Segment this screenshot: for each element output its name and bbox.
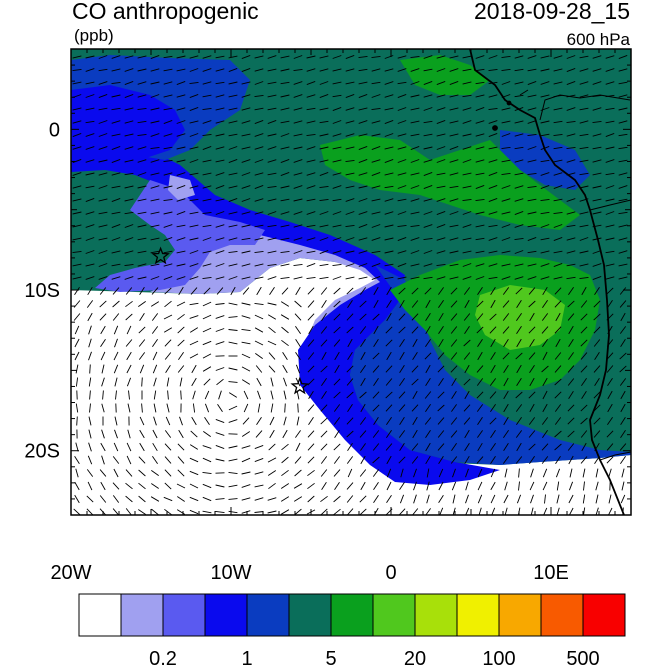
colorbar-box (372, 593, 416, 637)
units-label: (ppb) (74, 26, 114, 45)
colorbar-label: 500 (566, 648, 599, 667)
colorbar-box (456, 593, 500, 637)
axis-ticks (70, 48, 632, 516)
field-lightgreen-central (475, 285, 565, 350)
field-band-royal (95, 180, 265, 292)
star-st-helena-marker (290, 376, 310, 395)
colorbar-box (78, 593, 122, 637)
field-green-north (320, 135, 580, 230)
wind-vectors (72, 54, 628, 515)
x-tick-label: 10E (533, 562, 569, 584)
colorbar-label: 5 (325, 648, 336, 667)
colorbar-box (162, 593, 206, 637)
colorbar-labels: 0.2 1 5 20 100 500 (149, 648, 600, 667)
colorbar-box (582, 593, 626, 637)
concentration-field (71, 49, 631, 515)
map-title: CO anthropogenic (72, 0, 259, 24)
colorbar-box (204, 593, 248, 637)
colorbar-label: 100 (482, 648, 515, 667)
field-green-northeast (400, 55, 490, 95)
colorbar-box (288, 593, 332, 637)
x-axis-labels: 20W 10W 0 10E (50, 562, 568, 584)
x-tick-label: 20W (50, 562, 91, 584)
x-tick-label: 10W (210, 562, 251, 584)
x-tick-label: 0 (385, 562, 396, 584)
colorbar-label: 0.2 (149, 648, 177, 667)
y-tick-label: 20S (24, 441, 60, 463)
colorbar-box (330, 593, 374, 637)
colorbar-box (540, 593, 584, 637)
colorbar-box (414, 593, 458, 637)
colorbar-box (120, 593, 164, 637)
pressure-level-label: 600 hPa (566, 30, 630, 49)
colorbar-box (246, 593, 290, 637)
station-markers (151, 246, 310, 395)
y-axis-labels: 0 10S 20S (24, 119, 60, 462)
coastline (469, 49, 631, 515)
colorbar (78, 593, 626, 637)
colorbar-label: 20 (404, 648, 426, 667)
colorbar-box (498, 593, 542, 637)
timestamp-label: 2018-09-28_15 (473, 0, 630, 24)
star-ascension-marker (151, 246, 170, 265)
y-tick-label: 10S (24, 280, 60, 302)
field-band-royal-2 (168, 175, 195, 200)
y-tick-label: 0 (49, 119, 60, 141)
map-frame (70, 48, 632, 516)
colorbar-label: 1 (241, 648, 252, 667)
field-clean-south (71, 258, 631, 515)
